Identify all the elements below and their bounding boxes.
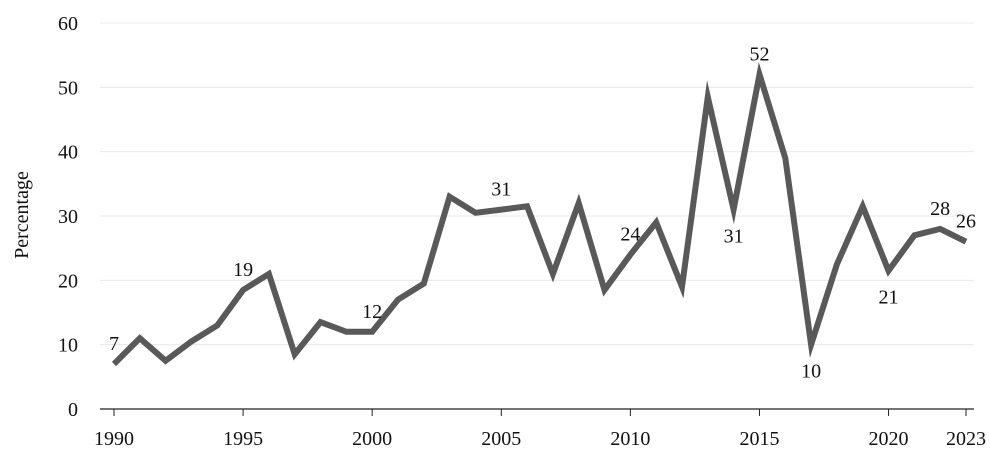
data-label: 19 <box>233 259 253 281</box>
data-label: 52 <box>749 43 769 65</box>
y-tick-label: 40 <box>58 142 78 164</box>
y-tick-label: 0 <box>68 399 78 421</box>
y-tick-label: 50 <box>58 77 78 99</box>
data-label: 28 <box>930 198 950 220</box>
data-label: 31 <box>491 179 511 201</box>
y-tick-label: 30 <box>58 206 78 228</box>
y-tick-label: 10 <box>58 335 78 357</box>
data-label: 10 <box>801 361 821 383</box>
series-line <box>111 62 968 367</box>
x-tick-label: 1995 <box>223 428 263 449</box>
data-labels: 7 19 12 31 24 31 52 10 21 28 26 <box>109 43 976 382</box>
x-tick-label: 2020 <box>869 428 909 449</box>
x-tick-label: 1990 <box>94 428 134 449</box>
data-label: 12 <box>362 301 382 323</box>
gridlines <box>100 22 974 346</box>
data-label: 21 <box>879 287 899 309</box>
x-tick-label: 2000 <box>352 428 392 449</box>
y-axis-ticks: 0 10 20 30 40 50 60 <box>58 13 78 421</box>
y-tick-label: 20 <box>58 270 78 292</box>
x-tick-label: 2015 <box>739 428 779 449</box>
data-label: 7 <box>109 333 119 355</box>
y-axis-title: Percentage <box>11 171 33 259</box>
x-tick-label: 2010 <box>610 428 650 449</box>
data-label: 26 <box>956 211 976 233</box>
series-group <box>111 62 968 367</box>
y-tick-label: 60 <box>58 13 78 35</box>
x-axis-ticks: 1990 1995 2000 2005 2010 2015 2020 2023 <box>94 409 986 449</box>
data-label: 24 <box>620 224 640 246</box>
data-label: 31 <box>724 226 744 248</box>
x-tick-label: 2005 <box>481 428 521 449</box>
x-tick-label: 2023 <box>946 428 986 449</box>
